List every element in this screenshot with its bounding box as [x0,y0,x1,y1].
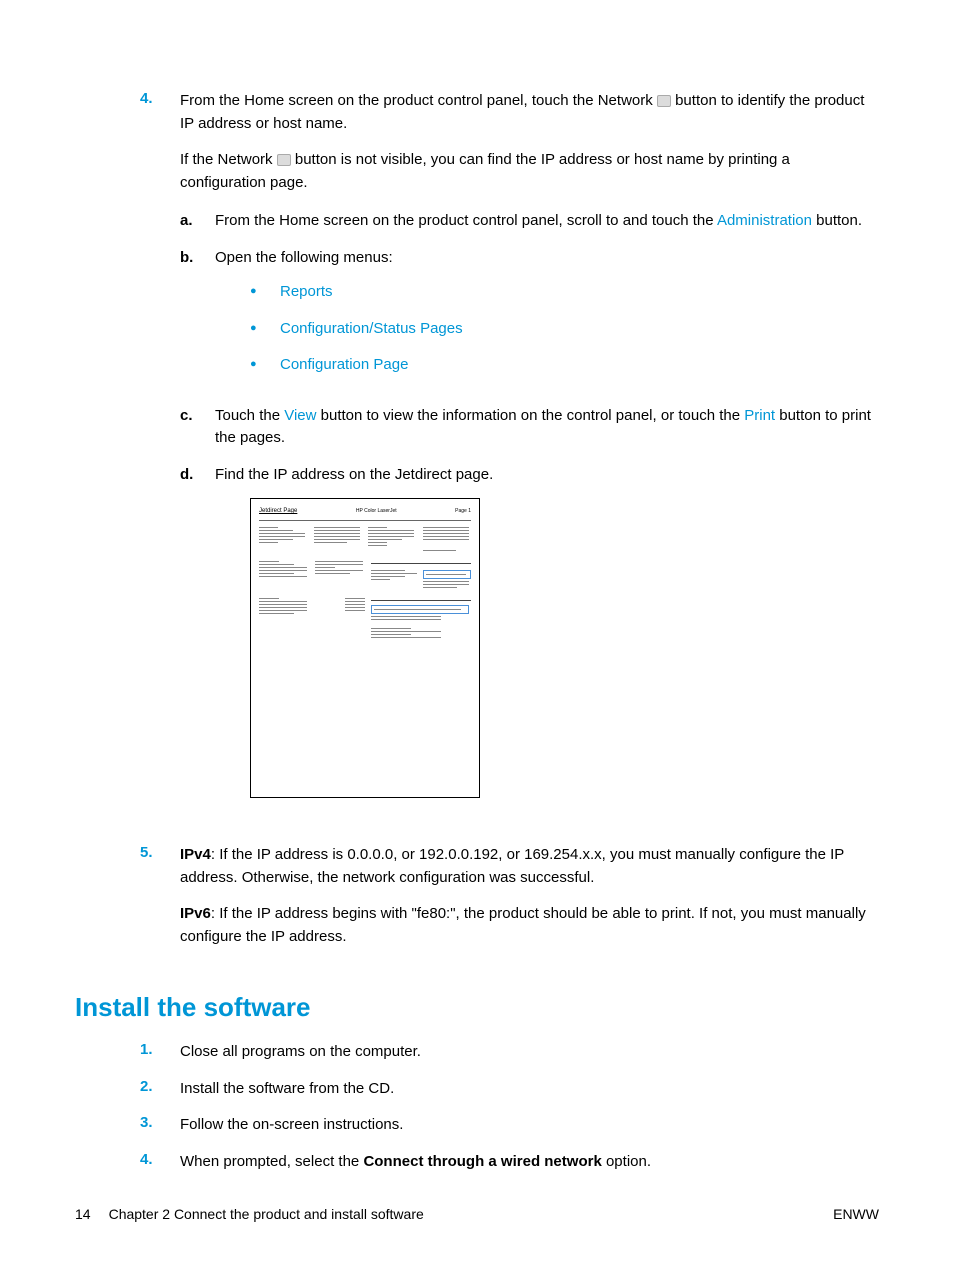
ipv4-label: IPv4 [180,846,211,863]
step-body: From the Home screen on the product cont… [180,90,879,830]
step-5: 5. IPv4: If the IP address is 0.0.0.0, o… [75,844,879,962]
text: Open the following menus: [215,249,393,266]
bold-text: Connect through a wired network [363,1153,601,1170]
text: If the Network [180,151,277,168]
step-marker: 2. [75,1078,180,1101]
install-step-3: 3. Follow the on-screen instructions. [75,1114,879,1137]
step-text: Follow the on-screen instructions. [180,1114,879,1137]
install-step-4: 4. When prompted, select the Connect thr… [75,1151,879,1174]
install-step-2: 2. Install the software from the CD. [75,1078,879,1101]
substep-body: Open the following menus: ● Reports ● Co… [215,247,879,391]
diagram-page-label: Page 1 [455,508,471,516]
bullet-list: ● Reports ● Configuration/Status Pages ●… [250,281,879,377]
step-body: IPv4: If the IP address is 0.0.0.0, or 1… [180,844,879,962]
step-4-para-1: From the Home screen on the product cont… [180,90,879,135]
text: From the Home screen on the product cont… [215,212,717,229]
substep-marker: a. [180,210,215,233]
network-icon [277,154,291,166]
text: button to view the information on the co… [316,407,744,424]
page-footer: 14 Chapter 2 Connect the product and ins… [75,1206,879,1222]
substep-c: c. Touch the View button to view the inf… [180,405,879,450]
ipv4-para: IPv4: If the IP address is 0.0.0.0, or 1… [180,844,879,889]
text: Find the IP address on the Jetdirect pag… [215,466,493,483]
step-marker: 3. [75,1114,180,1137]
step-4-para-2: If the Network button is not visible, yo… [180,149,879,194]
administration-link: Administration [717,212,812,229]
text: : If the IP address is 0.0.0.0, or 192.0… [180,846,844,886]
print-link: Print [744,407,775,424]
step-marker: 4. [75,90,180,830]
substep-marker: d. [180,464,215,817]
step-text: Install the software from the CD. [180,1078,879,1101]
substep-marker: c. [180,405,215,450]
substeps: a. From the Home screen on the product c… [180,210,879,816]
substep-body: From the Home screen on the product cont… [215,210,879,233]
footer-right: ENWW [833,1206,879,1222]
page-content: 4. From the Home screen on the product c… [0,0,954,1237]
text: Touch the [215,407,284,424]
install-software-heading: Install the software [75,992,879,1023]
install-step-1: 1. Close all programs on the computer. [75,1041,879,1064]
text: When prompted, select the [180,1153,363,1170]
diagram-header: Jetdirect Page HP Color LaserJet Page 1 [259,507,471,521]
text: option. [602,1153,651,1170]
view-link: View [284,407,316,424]
substep-marker: b. [180,247,215,391]
bullet-item: ● Configuration Page [250,354,879,377]
diagram-title: Jetdirect Page [259,507,297,516]
text: : If the IP address begins with "fe80:",… [180,905,866,945]
bullet-item: ● Reports [250,281,879,304]
page-number: 14 [75,1206,91,1222]
ipv6-para: IPv6: If the IP address begins with "fe8… [180,903,879,948]
text: From the Home screen on the product cont… [180,92,657,109]
step-4: 4. From the Home screen on the product c… [75,90,879,830]
bullet-text: Configuration Page [280,354,408,377]
step-body: When prompted, select the Connect throug… [180,1151,879,1174]
substep-a: a. From the Home screen on the product c… [180,210,879,233]
step-marker: 5. [75,844,180,962]
ipv6-label: IPv6 [180,905,211,922]
bullet-dot: ● [250,354,280,377]
network-icon [657,95,671,107]
install-steps: 1. Close all programs on the computer. 2… [75,1041,879,1173]
substep-d: d. Find the IP address on the Jetdirect … [180,464,879,817]
chapter-title: Chapter 2 Connect the product and instal… [109,1206,424,1222]
step-text: Close all programs on the computer. [180,1041,879,1064]
bullet-text: Reports [280,281,333,304]
jetdirect-diagram-container: Jetdirect Page HP Color LaserJet Page 1 [250,498,879,798]
jetdirect-diagram: Jetdirect Page HP Color LaserJet Page 1 [250,498,480,798]
step-marker: 4. [75,1151,180,1174]
diagram-model: HP Color LaserJet [356,508,397,516]
substep-body: Touch the View button to view the inform… [215,405,879,450]
substep-b: b. Open the following menus: ● Reports ●… [180,247,879,391]
text: button. [812,212,862,229]
substep-body: Find the IP address on the Jetdirect pag… [215,464,879,817]
footer-left: 14 Chapter 2 Connect the product and ins… [75,1206,424,1222]
bullet-item: ● Configuration/Status Pages [250,318,879,341]
bullet-dot: ● [250,318,280,341]
bullet-dot: ● [250,281,280,304]
step-marker: 1. [75,1041,180,1064]
bullet-text: Configuration/Status Pages [280,318,463,341]
